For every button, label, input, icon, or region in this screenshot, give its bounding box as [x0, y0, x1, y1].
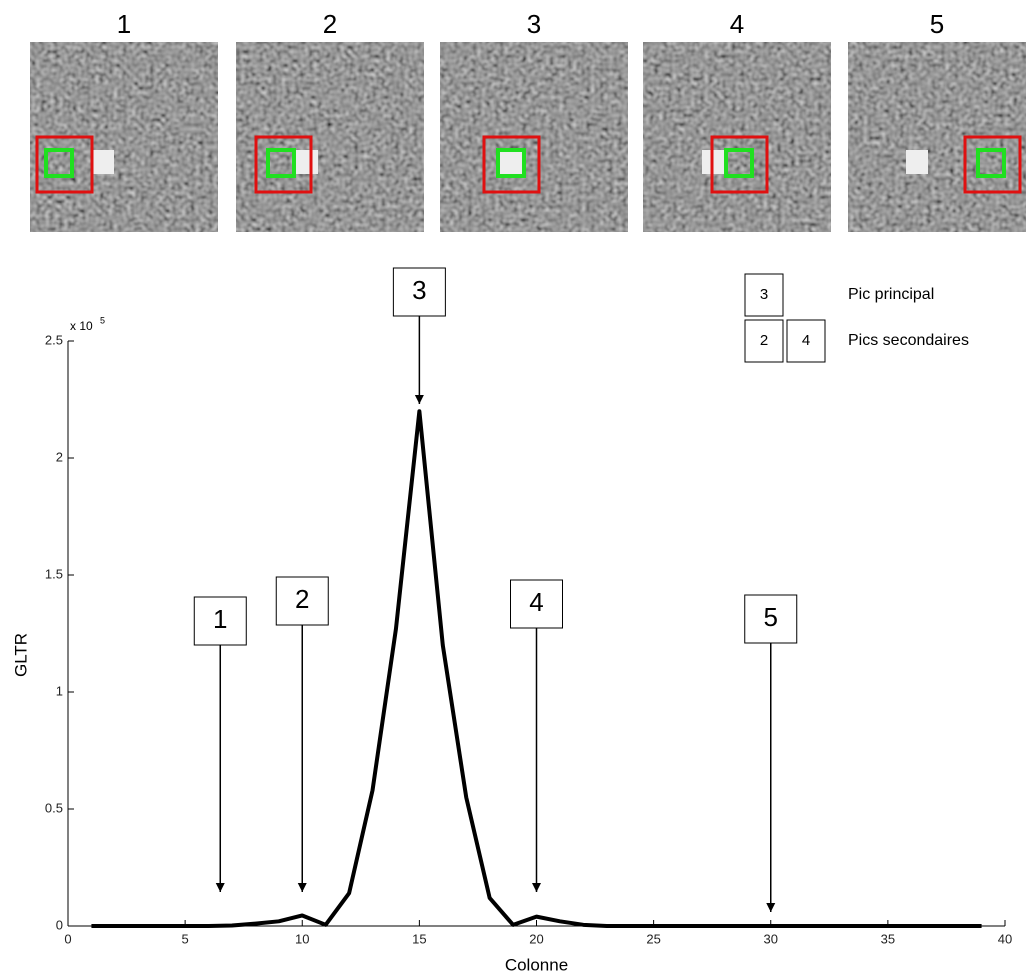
y-multiplier-exponent: 5	[100, 315, 105, 325]
frame-label: 1	[117, 9, 131, 39]
y-tick-label: 2.5	[45, 332, 63, 347]
frame-label: 3	[527, 9, 541, 39]
x-tick-label: 35	[881, 931, 895, 946]
legend-text: Pic principal	[848, 286, 934, 303]
legend-box-label: 4	[802, 332, 810, 349]
frames: 1 2 3 4 5	[30, 9, 1026, 232]
annotation-label: 2	[295, 584, 309, 614]
frame-label: 2	[323, 9, 337, 39]
frame-label: 4	[730, 9, 744, 39]
y-tick-label: 0.5	[45, 800, 63, 815]
frame-label: 5	[930, 9, 944, 39]
y-tick-label: 1	[56, 683, 63, 698]
x-tick-label: 25	[646, 931, 660, 946]
y-tick-label: 0	[56, 917, 63, 932]
legend-box-label: 2	[760, 332, 768, 349]
x-tick-label: 40	[998, 931, 1012, 946]
target	[296, 150, 318, 174]
target	[500, 150, 522, 174]
legend-box-label: 3	[760, 286, 768, 303]
y-tick-label: 1.5	[45, 566, 63, 581]
annotation-label: 3	[412, 275, 426, 305]
y-axis-label: GLTR	[11, 633, 30, 677]
x-tick-label: 30	[764, 931, 778, 946]
x-tick-label: 5	[182, 931, 189, 946]
annotation-label: 4	[529, 587, 543, 617]
annotation-label: 5	[764, 602, 778, 632]
target	[92, 150, 114, 174]
annotation-label: 1	[213, 604, 227, 634]
x-tick-label: 15	[412, 931, 426, 946]
legend-text: Pics secondaires	[848, 332, 969, 349]
y-tick-label: 2	[56, 449, 63, 464]
figure: 12345 00.511.522.50510152025303540x 105C…	[0, 0, 1026, 978]
y-multiplier: x 10	[70, 319, 93, 333]
target	[906, 150, 928, 174]
x-axis-label: Colonne	[505, 955, 568, 974]
x-tick-label: 20	[529, 931, 543, 946]
x-tick-label: 0	[64, 931, 71, 946]
x-tick-label: 10	[295, 931, 309, 946]
